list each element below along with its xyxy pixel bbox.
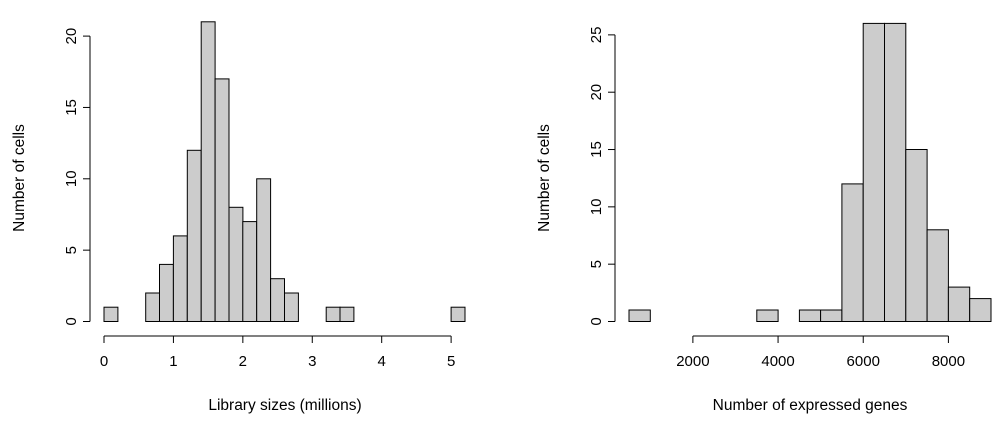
histogram-bar xyxy=(969,298,992,323)
expressed-genes-histogram: 0 5 10 15 20 25 2000 4000 6000 8000 Number of expr… xyxy=(536,22,992,414)
x-tick-label: 6000 xyxy=(847,353,880,370)
histogram-bar xyxy=(103,306,119,323)
bars xyxy=(628,22,992,323)
x-axis-title: Number of expressed genes xyxy=(713,397,908,414)
histogram-bar xyxy=(628,309,651,322)
y-tick-label: 10 xyxy=(63,170,80,187)
x-tick-label: 0 xyxy=(100,353,108,370)
histogram-bar xyxy=(214,78,230,323)
histogram-bar xyxy=(947,286,971,323)
histogram-bar xyxy=(172,235,188,322)
histogram-bar xyxy=(256,178,272,322)
y-tick-label: 0 xyxy=(588,317,605,325)
y-axis: 0 5 10 15 20 xyxy=(63,28,91,326)
y-axis-title: Number of cells xyxy=(11,124,28,232)
x-tick-label: 5 xyxy=(447,353,455,370)
histogram-bar xyxy=(242,221,258,323)
histogram-bar xyxy=(905,149,928,322)
histogram-bar xyxy=(450,306,466,323)
histogram-bar xyxy=(756,309,779,322)
y-tick-label: 15 xyxy=(588,141,605,158)
x-tick-label: 2 xyxy=(239,353,247,370)
histogram-bar xyxy=(798,309,822,322)
histogram-bar xyxy=(325,306,341,323)
histogram-bar xyxy=(145,292,161,322)
histogram-bar xyxy=(270,278,286,323)
bars xyxy=(103,21,466,323)
library-size-histogram: 0 5 10 15 20 0 1 2 3 4 5 Library sizes (millions) Nu… xyxy=(11,21,466,414)
y-tick-label: 5 xyxy=(588,260,605,268)
histogram-bar xyxy=(339,306,355,323)
x-tick-label: 3 xyxy=(308,353,316,370)
x-tick-label: 4 xyxy=(378,353,386,370)
y-axis-title: Number of cells xyxy=(536,124,553,232)
x-axis: 0 1 2 3 4 5 xyxy=(100,335,455,370)
histogram-bar xyxy=(820,309,843,322)
x-tick-label: 4000 xyxy=(761,353,794,370)
histogram-bar xyxy=(862,22,886,323)
histogram-bar xyxy=(284,292,299,322)
y-tick-label: 25 xyxy=(588,27,605,44)
x-axis-title: Library sizes (millions) xyxy=(208,397,361,414)
histogram-bar xyxy=(884,22,907,323)
histogram-bar xyxy=(841,183,864,322)
y-tick-label: 20 xyxy=(588,84,605,101)
x-tick-label: 1 xyxy=(169,353,177,370)
histogram-bar xyxy=(228,206,244,322)
histogram-bar xyxy=(200,21,216,323)
y-tick-label: 5 xyxy=(63,246,80,254)
histogram-bar xyxy=(926,229,949,322)
y-tick-label: 15 xyxy=(63,99,80,116)
y-tick-label: 0 xyxy=(63,317,80,325)
x-axis: 2000 4000 6000 8000 xyxy=(676,335,965,370)
y-axis: 0 5 10 15 20 25 xyxy=(588,27,616,326)
x-tick-label: 8000 xyxy=(932,353,965,370)
histogram-bar xyxy=(159,263,174,322)
y-tick-label: 20 xyxy=(63,28,80,45)
x-tick-label: 2000 xyxy=(676,353,709,370)
y-tick-label: 10 xyxy=(588,199,605,216)
histogram-bar xyxy=(186,149,202,322)
